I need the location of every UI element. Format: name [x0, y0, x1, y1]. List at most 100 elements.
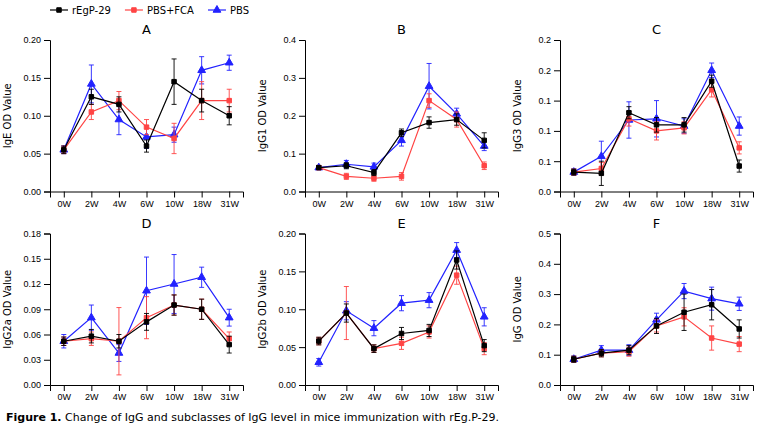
x-tick-label: 10W — [675, 199, 694, 209]
x-tick-label: 18W — [703, 199, 722, 209]
x-tick-label: 6W — [650, 199, 664, 209]
y-tick-mark — [554, 234, 560, 235]
y-tick: 0.15 — [23, 73, 50, 83]
marker — [454, 258, 458, 262]
x-tick: 2W — [595, 192, 609, 209]
x-axis-line — [561, 192, 754, 198]
figure: 0W2W4W6W10W18W31W0.000.050.100.150.20AIg… — [0, 0, 765, 429]
error-bar — [199, 299, 204, 319]
x-tick: 2W — [85, 192, 99, 209]
legend-item: PBS — [208, 5, 249, 16]
error-bar — [454, 114, 459, 125]
x-tick-label: 4W — [113, 392, 127, 402]
series-line — [319, 250, 484, 362]
x-tick-mark — [402, 385, 403, 391]
marker — [709, 336, 713, 340]
x-tick-label: 6W — [140, 199, 154, 209]
marker — [62, 148, 66, 152]
error-bar — [737, 320, 742, 338]
y-tick-label: 0.10 — [23, 111, 41, 121]
series-line — [64, 277, 229, 353]
error-bar — [344, 173, 349, 179]
marker — [399, 341, 403, 345]
x-tick-label: 0W — [313, 392, 327, 402]
marker — [144, 125, 148, 129]
x-tick-mark — [91, 385, 92, 391]
series-line — [319, 260, 484, 349]
x-tick: 0W — [58, 385, 72, 402]
error-bar — [89, 332, 94, 345]
marker — [680, 122, 688, 129]
error-bar — [199, 82, 204, 120]
marker — [572, 357, 576, 361]
y-tick-label: 0.0 — [283, 187, 296, 197]
x-axis-line — [306, 192, 499, 198]
y-tick-mark — [554, 294, 560, 295]
x-tick: 31W — [220, 192, 239, 209]
x-tick-label: 6W — [650, 392, 664, 402]
y-tick-label: 0.10 — [278, 305, 296, 315]
error-bar — [626, 345, 631, 356]
panel-title: D — [141, 216, 151, 231]
marker — [172, 303, 176, 307]
error-bar — [427, 324, 432, 336]
y-tick: 0.03 — [23, 355, 50, 365]
x-tick: 6W — [650, 385, 664, 402]
y-tick-label: 0.0 — [538, 187, 551, 197]
y-tick-label: 0.4 — [538, 259, 551, 269]
panel: 0W2W4W6W10W18W31W0.00.10.10.10.20.2CIgG3… — [512, 22, 754, 209]
x-tick: 18W — [448, 192, 467, 209]
marker — [482, 343, 486, 347]
x-tick-label: 10W — [420, 392, 439, 402]
error-bar — [89, 89, 94, 104]
panel: 0W2W4W6W10W18W31W0.000.050.100.150.20EIg… — [257, 216, 499, 403]
series-line — [319, 101, 484, 179]
x-tick-label: 0W — [313, 199, 327, 209]
y-tick: 0.15 — [278, 267, 305, 277]
y-tick: 0.1 — [538, 96, 560, 106]
y-tick-label: 0.15 — [23, 73, 41, 83]
error-bar — [454, 112, 459, 127]
x-axis: 0W2W4W6W10W18W31W — [561, 385, 754, 402]
x-tick: 2W — [85, 385, 99, 402]
marker — [198, 66, 206, 73]
y-tick-mark — [554, 131, 560, 132]
y-tick-mark — [44, 116, 50, 117]
y-tick: 0.4 — [538, 259, 560, 269]
error-bar — [599, 350, 604, 357]
x-tick-mark — [374, 385, 375, 391]
x-tick-mark — [202, 192, 203, 198]
x-tick: 2W — [340, 192, 354, 209]
y-tick-label: 0.00 — [23, 187, 41, 197]
y-tick: 0.2 — [283, 111, 305, 121]
series-line — [574, 305, 739, 360]
error-bar — [682, 118, 687, 133]
marker — [317, 339, 321, 343]
y-tick-mark — [554, 264, 560, 265]
error-bar — [599, 350, 604, 357]
y-tick-mark — [299, 40, 305, 41]
x-tick-label: 18W — [703, 392, 722, 402]
marker — [737, 327, 741, 331]
x-tick-label: 4W — [368, 199, 382, 209]
panel: 0W2W4W6W10W18W31W0.00.10.20.30.4BIgG1 OD… — [257, 22, 499, 209]
error-bar — [626, 102, 631, 138]
x-tick-mark — [147, 192, 148, 198]
marker — [172, 303, 176, 307]
error-bar — [454, 251, 459, 269]
marker — [344, 164, 348, 168]
legend: rEgP-29PBS+FCAPBS — [50, 5, 249, 16]
marker — [682, 310, 686, 314]
y-axis: 0.00.10.10.10.20.2 — [538, 35, 560, 197]
y-axis-title: IgG1 OD Value — [257, 79, 268, 152]
marker — [427, 328, 431, 332]
error-bar — [144, 140, 149, 152]
x-tick: 18W — [193, 385, 212, 402]
y-tick-mark — [554, 161, 560, 162]
x-tick-mark — [119, 192, 120, 198]
marker — [227, 342, 231, 346]
series — [570, 63, 743, 175]
error-bar — [316, 166, 321, 170]
marker — [454, 273, 458, 277]
x-tick-mark — [174, 385, 175, 391]
